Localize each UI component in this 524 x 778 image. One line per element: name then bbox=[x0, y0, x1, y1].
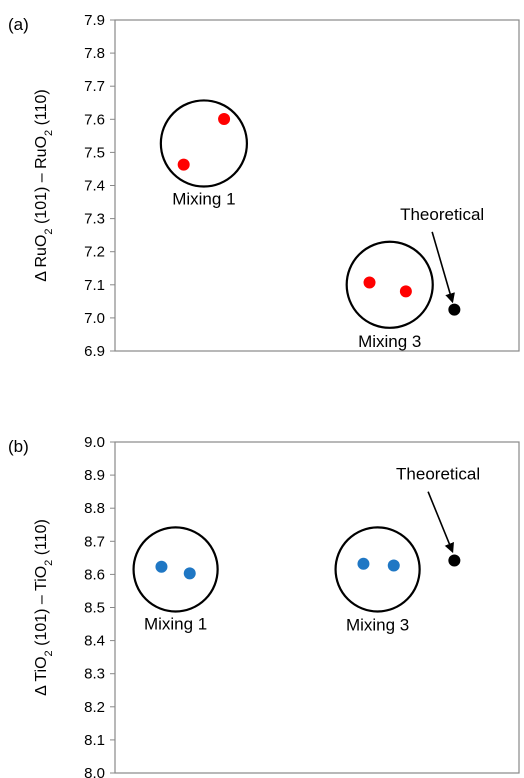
data-point-measured-1 bbox=[177, 158, 190, 171]
data-point-measured-2 bbox=[218, 112, 231, 125]
mixing1-label: Mixing 1 bbox=[172, 189, 235, 208]
data-point-measured-4 bbox=[387, 559, 400, 572]
y-tick-label: 7.4 bbox=[84, 178, 105, 195]
data-point-measured-2 bbox=[183, 567, 196, 580]
y-tick-label: 7.2 bbox=[84, 244, 105, 261]
panel-label: (b) bbox=[8, 437, 29, 456]
theoretical-label: Theoretical bbox=[396, 465, 480, 484]
chart-panel-a: (a) 6.9 7.0 7.1 7.2 7.3 7.4 7.5 7.6 7.7 7.8 7.9 Δ Ru… bbox=[8, 12, 520, 360]
plot-frame bbox=[114, 441, 520, 774]
y-tick-label: 7.8 bbox=[84, 45, 105, 62]
mixing3-group-circle bbox=[345, 240, 434, 329]
mixing3-group-circle bbox=[334, 526, 421, 613]
theoretical-label: Theoretical bbox=[400, 205, 484, 224]
data-point-measured-4 bbox=[399, 285, 412, 298]
data-point-theoretical-1 bbox=[448, 554, 461, 567]
mixing1-group-circle bbox=[132, 526, 219, 613]
y-tick-label: 7.9 bbox=[84, 12, 105, 29]
y-tick-label: 6.9 bbox=[84, 343, 105, 360]
y-tick-label: 8.8 bbox=[84, 500, 105, 517]
y-tick-label: 8.6 bbox=[84, 566, 105, 583]
theoretical-arrow bbox=[427, 491, 454, 554]
y-axis-label: Δ TiO2 (101) – TiO2 (110) bbox=[33, 519, 55, 696]
mixing3-label: Mixing 3 bbox=[346, 615, 409, 634]
y-tick-label: 8.0 bbox=[84, 765, 105, 778]
y-tick-label: 8.7 bbox=[84, 533, 105, 550]
y-tick-label: 8.3 bbox=[84, 666, 105, 683]
panel-label: (a) bbox=[8, 15, 29, 34]
y-tick-label: 8.5 bbox=[84, 600, 105, 617]
y-tick-label: 9.0 bbox=[84, 434, 105, 451]
y-tick-label: 7.5 bbox=[84, 144, 105, 161]
y-tick-label: 8.9 bbox=[84, 467, 105, 484]
y-tick-label: 7.7 bbox=[84, 78, 105, 95]
y-tick-label: 8.2 bbox=[84, 699, 105, 716]
y-tick-label: 7.3 bbox=[84, 211, 105, 228]
chart-panel-b: (b) 8.0 8.1 8.2 8.3 8.4 8.5 8.6 8.7 8.8 8.9 9.0 Δ Ti… bbox=[8, 434, 520, 778]
mixing1-label: Mixing 1 bbox=[144, 614, 207, 633]
y-tick-label: 7.6 bbox=[84, 111, 105, 128]
theoretical-arrow bbox=[431, 231, 455, 304]
mixing3-label: Mixing 3 bbox=[358, 332, 421, 351]
mixing1-group-circle bbox=[159, 99, 249, 188]
y-axis-label: Δ RuO2 (101) – RuO2 (110) bbox=[33, 89, 55, 282]
plot-frame bbox=[114, 19, 520, 352]
y-tick-label: 8.1 bbox=[84, 732, 105, 749]
data-point-measured-3 bbox=[357, 557, 370, 570]
data-point-measured-3 bbox=[363, 276, 376, 289]
y-tick-label: 7.1 bbox=[84, 277, 105, 294]
y-tick-label: 7.0 bbox=[84, 310, 105, 327]
y-tick-label: 8.4 bbox=[84, 633, 105, 650]
data-point-theoretical-1 bbox=[448, 303, 461, 316]
data-point-measured-1 bbox=[155, 560, 168, 573]
